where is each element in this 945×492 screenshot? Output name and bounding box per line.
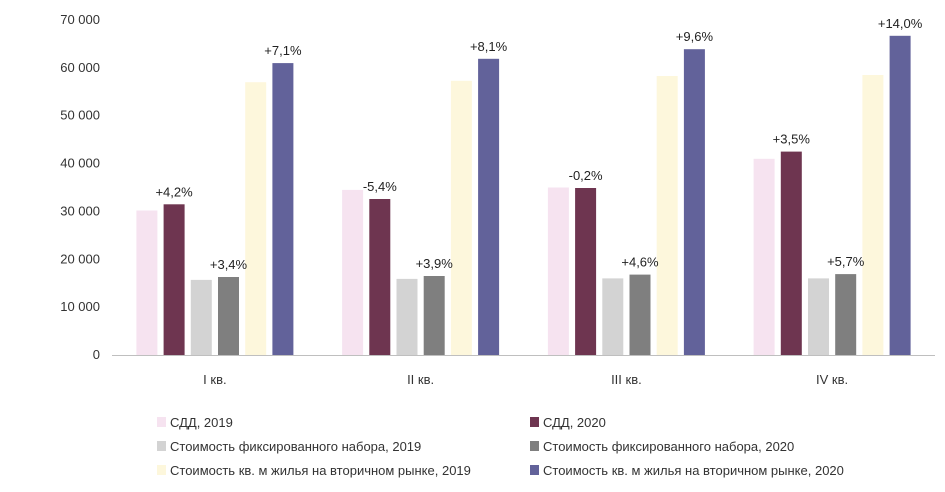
bar-series-1-cat-0 xyxy=(163,204,185,356)
y-tick-label: 20 000 xyxy=(60,251,100,266)
category-label: III кв. xyxy=(611,372,642,387)
bar-series-4-cat-1 xyxy=(450,80,472,356)
legend-label: СДД, 2020 xyxy=(543,415,606,430)
bar-series-3-cat-1 xyxy=(423,276,445,355)
data-label: +3,9% xyxy=(416,256,454,271)
bar-series-2-cat-1 xyxy=(396,278,418,355)
bar-series-2-cat-2 xyxy=(602,278,624,355)
data-label: +5,7% xyxy=(827,254,865,269)
bar-series-0-cat-3 xyxy=(753,158,775,355)
bars xyxy=(136,35,911,356)
data-labels: +4,2% +3,4% +7,1% -5,4% +3,9% +8,1% -0,2% +4,6%… xyxy=(155,16,922,272)
bar-series-0-cat-0 xyxy=(136,210,158,355)
bar-series-1-cat-1 xyxy=(369,199,391,355)
bar-series-4-cat-2 xyxy=(656,76,678,355)
legend-swatch xyxy=(530,465,539,475)
y-tick-label: 60 000 xyxy=(60,60,100,75)
legend-label: Стоимость фиксированного набора, 2020 xyxy=(543,439,794,454)
bar-series-2-cat-0 xyxy=(190,279,212,355)
y-tick-label: 70 000 xyxy=(60,12,100,27)
category-label: IV кв. xyxy=(816,372,848,387)
y-tick-label: 0 xyxy=(93,347,100,362)
y-axis: 0 10 000 20 000 30 000 40 000 50 000 60 000 70 … xyxy=(60,12,100,362)
legend-label: Стоимость фиксированного набора, 2019 xyxy=(170,439,421,454)
bar-series-4-cat-0 xyxy=(245,82,267,355)
y-tick-label: 50 000 xyxy=(60,108,100,123)
data-label: +7,1% xyxy=(264,43,302,58)
legend-item: Стоимость кв. м жилья на вторичном рынке… xyxy=(530,463,844,478)
category-label: I кв. xyxy=(203,372,226,387)
legend: СДД, 2019 СДД, 2020 Стоимость фиксированно… xyxy=(157,415,844,478)
data-label: +4,2% xyxy=(155,184,193,199)
y-tick-label: 40 000 xyxy=(60,156,100,171)
bar-series-1-cat-2 xyxy=(575,188,597,355)
bar-series-3-cat-3 xyxy=(835,274,857,355)
bar-series-1-cat-3 xyxy=(780,151,802,355)
legend-item: Стоимость кв. м жилья на вторичном рынке… xyxy=(157,463,471,478)
y-tick-label: 30 000 xyxy=(60,203,100,218)
bar-series-5-cat-1 xyxy=(478,58,500,356)
bar-series-0-cat-2 xyxy=(547,187,569,355)
category-label: II кв. xyxy=(407,372,434,387)
bar-series-5-cat-3 xyxy=(889,35,911,356)
bar-series-3-cat-2 xyxy=(629,274,651,355)
legend-swatch xyxy=(157,465,166,475)
data-label: +4,6% xyxy=(621,255,659,270)
legend-item: СДД, 2019 xyxy=(157,415,233,430)
data-label: +9,6% xyxy=(676,29,714,44)
y-tick-label: 10 000 xyxy=(60,299,100,314)
bar-series-0-cat-1 xyxy=(342,189,364,355)
data-label: +3,5% xyxy=(773,132,811,147)
bar-series-5-cat-0 xyxy=(272,63,294,355)
legend-label: Стоимость кв. м жилья на вторичном рынке… xyxy=(543,463,844,478)
x-axis: I кв. II кв. III кв. IV кв. xyxy=(112,355,935,387)
bar-series-3-cat-0 xyxy=(218,277,239,355)
data-label: -0,2% xyxy=(569,168,603,183)
legend-label: Стоимость кв. м жилья на вторичном рынке… xyxy=(170,463,471,478)
bar-series-4-cat-3 xyxy=(862,75,884,355)
legend-item: Стоимость фиксированного набора, 2020 xyxy=(530,439,794,454)
data-label: -5,4% xyxy=(363,179,397,194)
data-label: +14,0% xyxy=(878,16,923,31)
legend-swatch xyxy=(157,417,166,427)
data-label: +3,4% xyxy=(210,257,248,272)
legend-swatch xyxy=(530,441,539,451)
legend-item: Стоимость фиксированного набора, 2019 xyxy=(157,439,421,454)
data-label: +8,1% xyxy=(470,39,508,54)
legend-swatch xyxy=(157,441,166,451)
legend-label: СДД, 2019 xyxy=(170,415,233,430)
bar-series-2-cat-3 xyxy=(808,278,829,355)
legend-item: СДД, 2020 xyxy=(530,415,606,430)
legend-swatch xyxy=(530,417,539,427)
bar-series-5-cat-2 xyxy=(683,49,705,355)
